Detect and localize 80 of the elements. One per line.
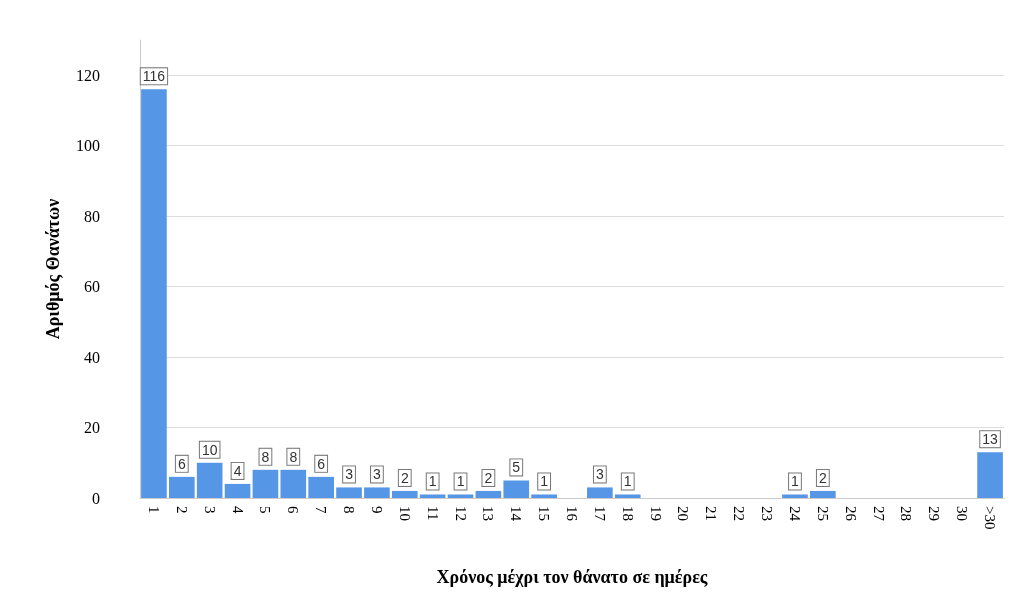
- x-tick-label: 27: [870, 506, 887, 522]
- data-label: 2: [400, 469, 409, 486]
- data-label: 6: [317, 455, 326, 472]
- data-label: 2: [818, 469, 827, 486]
- x-tick-label: 25: [814, 506, 831, 521]
- bar: [475, 490, 502, 498]
- data-label: 4: [233, 462, 242, 479]
- x-tick-label: 5: [257, 506, 274, 514]
- x-tick-label: 7: [313, 506, 330, 514]
- x-tick-label: 13: [480, 506, 497, 521]
- x-tick-label: 21: [703, 506, 720, 521]
- x-tick-label: 28: [898, 506, 915, 521]
- x-tick-label: 29: [926, 506, 943, 521]
- bar: [614, 494, 641, 498]
- bar: [391, 490, 418, 498]
- data-label: 3: [595, 466, 604, 483]
- x-tick-label: 18: [619, 506, 636, 521]
- x-tick-label: 11: [424, 506, 441, 521]
- data-label: 6: [177, 455, 186, 472]
- x-tick-label: 15: [536, 506, 553, 521]
- data-label: 13: [982, 431, 999, 448]
- data-label: 8: [289, 448, 298, 465]
- bar: [168, 476, 195, 498]
- y-tick-label: 20: [84, 419, 100, 437]
- x-tick-label: 3: [201, 506, 218, 514]
- x-tick-label: 12: [452, 506, 469, 521]
- bar: [447, 494, 474, 498]
- data-label: 5: [512, 459, 521, 476]
- y-tick-label: 60: [84, 278, 100, 296]
- bar: [531, 494, 557, 498]
- data-label: 1: [428, 473, 437, 490]
- data-label: 2: [484, 469, 493, 486]
- bar: [503, 480, 530, 498]
- x-tick-label: 16: [564, 506, 580, 522]
- x-tick-label: 4: [229, 506, 246, 514]
- data-label: 1: [456, 473, 465, 490]
- y-tick-label: 0: [92, 489, 100, 507]
- x-tick-label: 23: [759, 506, 776, 521]
- x-tick-label: 20: [675, 506, 692, 521]
- x-tick-label: 30: [954, 506, 971, 521]
- data-label: 116: [142, 68, 166, 85]
- x-tick-label: 26: [842, 506, 859, 522]
- bar: [419, 494, 446, 498]
- x-tick-label: 19: [647, 506, 664, 521]
- bar: [336, 487, 362, 498]
- data-label: 3: [345, 466, 354, 483]
- y-tick-label: 80: [84, 207, 100, 225]
- x-tick-label: 2: [173, 506, 190, 514]
- data-label: 1: [791, 473, 800, 490]
- bar: [308, 476, 334, 498]
- bar: [224, 483, 251, 498]
- x-axis-title: Χρόνος μέχρι τον θάνατο σε ημέρες: [436, 567, 708, 587]
- x-tick-label: 9: [368, 506, 385, 514]
- bar: [252, 469, 279, 498]
- x-tick-label: 14: [508, 506, 525, 522]
- x-tick-label: 6: [285, 506, 302, 514]
- x-tick-label: 24: [786, 506, 803, 522]
- bar: [977, 452, 1003, 498]
- data-label: 10: [201, 441, 218, 458]
- bar: [782, 494, 808, 498]
- bar: [810, 490, 836, 498]
- bar: [587, 487, 613, 498]
- bar: [280, 469, 307, 498]
- data-label: 1: [540, 473, 549, 490]
- bar: [141, 89, 167, 498]
- data-label: 8: [261, 448, 270, 465]
- y-axis-title: Αριθμός Θανάτων: [43, 198, 63, 340]
- y-tick-label: 40: [84, 348, 100, 366]
- bar: [196, 462, 223, 498]
- x-tick-label: >30: [982, 506, 999, 530]
- x-tick-label: 8: [341, 506, 358, 514]
- y-tick-label: 120: [76, 66, 100, 84]
- data-label: 1: [623, 473, 632, 490]
- x-tick-label: 10: [396, 506, 413, 521]
- bar: [364, 487, 390, 498]
- data-label: 3: [373, 466, 381, 483]
- x-tick-label: 1: [145, 506, 162, 514]
- x-tick-label: 22: [731, 506, 748, 521]
- x-tick-label: 17: [591, 506, 608, 522]
- y-tick-label: 100: [76, 137, 100, 155]
